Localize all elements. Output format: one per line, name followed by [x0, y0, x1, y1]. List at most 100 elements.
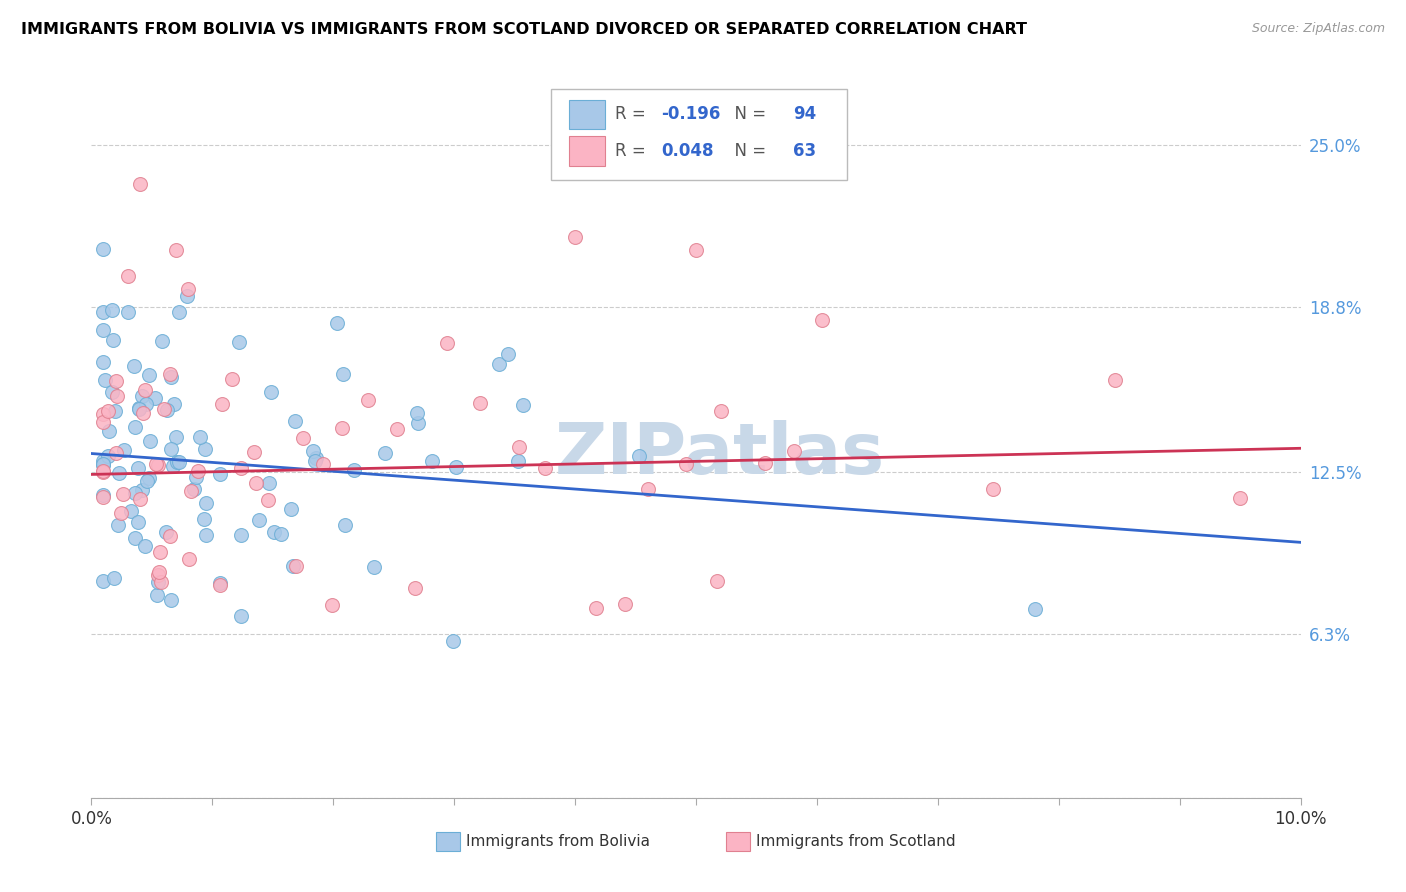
Point — [139, 434, 162, 448]
Point — [128, 178, 150, 192]
Point — [120, 504, 142, 518]
Point — [270, 527, 292, 541]
Text: N =: N = — [724, 105, 770, 123]
Point — [122, 359, 145, 373]
Text: 63: 63 — [793, 142, 815, 160]
Point — [93, 373, 115, 387]
Point — [177, 552, 200, 566]
Point — [105, 446, 128, 460]
Point — [143, 392, 166, 406]
Point — [149, 574, 172, 589]
Point — [176, 289, 198, 303]
FancyBboxPatch shape — [551, 89, 846, 180]
Text: R =: R = — [614, 142, 651, 160]
Point — [446, 460, 468, 475]
Point — [637, 482, 659, 496]
Point — [124, 532, 146, 546]
Point — [100, 385, 122, 400]
Point — [468, 396, 491, 410]
Point — [405, 406, 427, 420]
Point — [228, 335, 250, 350]
Point — [420, 454, 443, 468]
Point — [124, 420, 146, 434]
Point — [811, 312, 834, 326]
Point — [93, 242, 115, 256]
Point — [754, 456, 776, 470]
Point — [93, 464, 115, 478]
Point — [304, 454, 326, 468]
Point — [512, 398, 534, 412]
Text: N =: N = — [724, 142, 770, 160]
Point — [211, 397, 233, 411]
Point — [291, 432, 314, 446]
Point — [187, 465, 209, 479]
Point — [981, 482, 1004, 496]
Point — [165, 243, 187, 257]
Point — [93, 457, 115, 471]
Point — [112, 487, 135, 501]
Point — [107, 517, 129, 532]
Point — [194, 528, 217, 542]
Point — [112, 443, 135, 458]
Point — [406, 416, 429, 430]
Text: Immigrants from Bolivia: Immigrants from Bolivia — [467, 834, 650, 849]
Point — [231, 609, 253, 624]
Point — [163, 397, 186, 411]
Text: 94: 94 — [793, 105, 815, 123]
Point — [103, 571, 125, 585]
Point — [166, 455, 188, 469]
Point — [321, 598, 343, 612]
Point — [134, 539, 156, 553]
Point — [177, 282, 200, 296]
Text: R =: R = — [614, 105, 651, 123]
Point — [105, 389, 128, 403]
Point — [97, 449, 120, 463]
Point — [155, 524, 177, 539]
Point — [97, 425, 120, 439]
Point — [209, 578, 232, 592]
Point — [436, 335, 458, 350]
Point — [628, 449, 651, 463]
Point — [167, 455, 190, 469]
Point — [209, 576, 232, 591]
Point — [93, 323, 115, 337]
Point — [488, 357, 510, 371]
Point — [305, 451, 328, 466]
Point — [404, 581, 426, 595]
Point — [145, 458, 167, 472]
Point — [117, 268, 139, 283]
Point — [229, 460, 252, 475]
Point — [280, 502, 302, 516]
Point — [194, 442, 217, 456]
Point — [150, 334, 173, 348]
Point — [134, 383, 156, 397]
Point — [117, 305, 139, 319]
Point — [110, 507, 132, 521]
Point — [131, 406, 153, 420]
Point — [332, 367, 354, 381]
Point — [1024, 602, 1046, 616]
Point — [159, 529, 181, 543]
Point — [93, 458, 115, 472]
Point — [229, 527, 252, 541]
Point — [93, 407, 115, 421]
Point — [156, 402, 179, 417]
Point — [127, 461, 149, 475]
Point — [508, 453, 530, 467]
Point — [93, 465, 115, 479]
Point — [356, 392, 378, 407]
Point — [312, 457, 335, 471]
Point — [387, 422, 409, 436]
Point — [180, 484, 202, 499]
Point — [146, 574, 169, 589]
Point — [209, 467, 232, 481]
Point — [1229, 491, 1251, 505]
Point — [257, 492, 280, 507]
Point — [93, 415, 115, 429]
Point — [332, 421, 354, 435]
Point — [159, 442, 181, 456]
Point — [131, 483, 153, 497]
Point — [508, 440, 530, 454]
Point — [127, 515, 149, 529]
Point — [146, 588, 169, 602]
